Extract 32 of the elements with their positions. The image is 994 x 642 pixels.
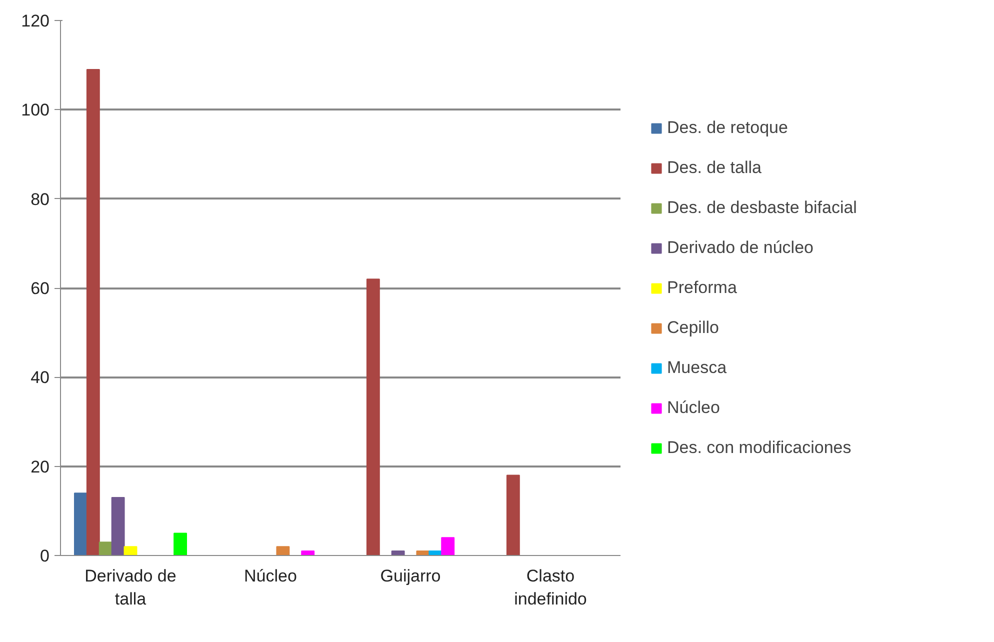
y-tick-label: 0 <box>40 546 50 566</box>
bar <box>86 69 100 556</box>
x-tick-label: Derivado de talla <box>84 566 176 608</box>
bar <box>301 550 315 556</box>
y-tick-label: 20 <box>30 457 50 476</box>
bar <box>506 474 520 556</box>
legend-label: Cepillo <box>667 318 719 338</box>
legend-label: Núcleo <box>667 398 720 418</box>
legend-label: Preforma <box>667 278 737 298</box>
x-tick-label: Guijarro <box>380 566 441 586</box>
y-tick-label: 60 <box>30 279 50 298</box>
bar <box>174 532 187 556</box>
bar <box>391 550 405 556</box>
legend-label: Muesca <box>667 358 727 378</box>
bar <box>74 492 88 556</box>
legend-label: Des. de desbaste bifacial <box>667 198 857 218</box>
bar <box>124 546 138 556</box>
bar <box>98 542 112 556</box>
y-tick-label: 80 <box>30 190 50 209</box>
y-tick-label: 120 <box>21 12 50 30</box>
legend-label: Des. con modificaciones <box>667 438 852 458</box>
legend-label: Derivado de núcleo <box>667 238 814 258</box>
y-tick-label: 100 <box>21 100 50 120</box>
bar <box>441 537 455 556</box>
legend-label: Des. de retoque <box>667 118 788 138</box>
bar <box>276 546 290 556</box>
y-tick-label: 40 <box>30 368 50 388</box>
bar <box>366 278 380 556</box>
x-tick-label: Núcleo <box>244 566 297 586</box>
legend-label: Des. de talla <box>667 158 762 178</box>
bar <box>111 497 125 556</box>
x-tick-label: Clasto indefinido <box>514 566 587 608</box>
